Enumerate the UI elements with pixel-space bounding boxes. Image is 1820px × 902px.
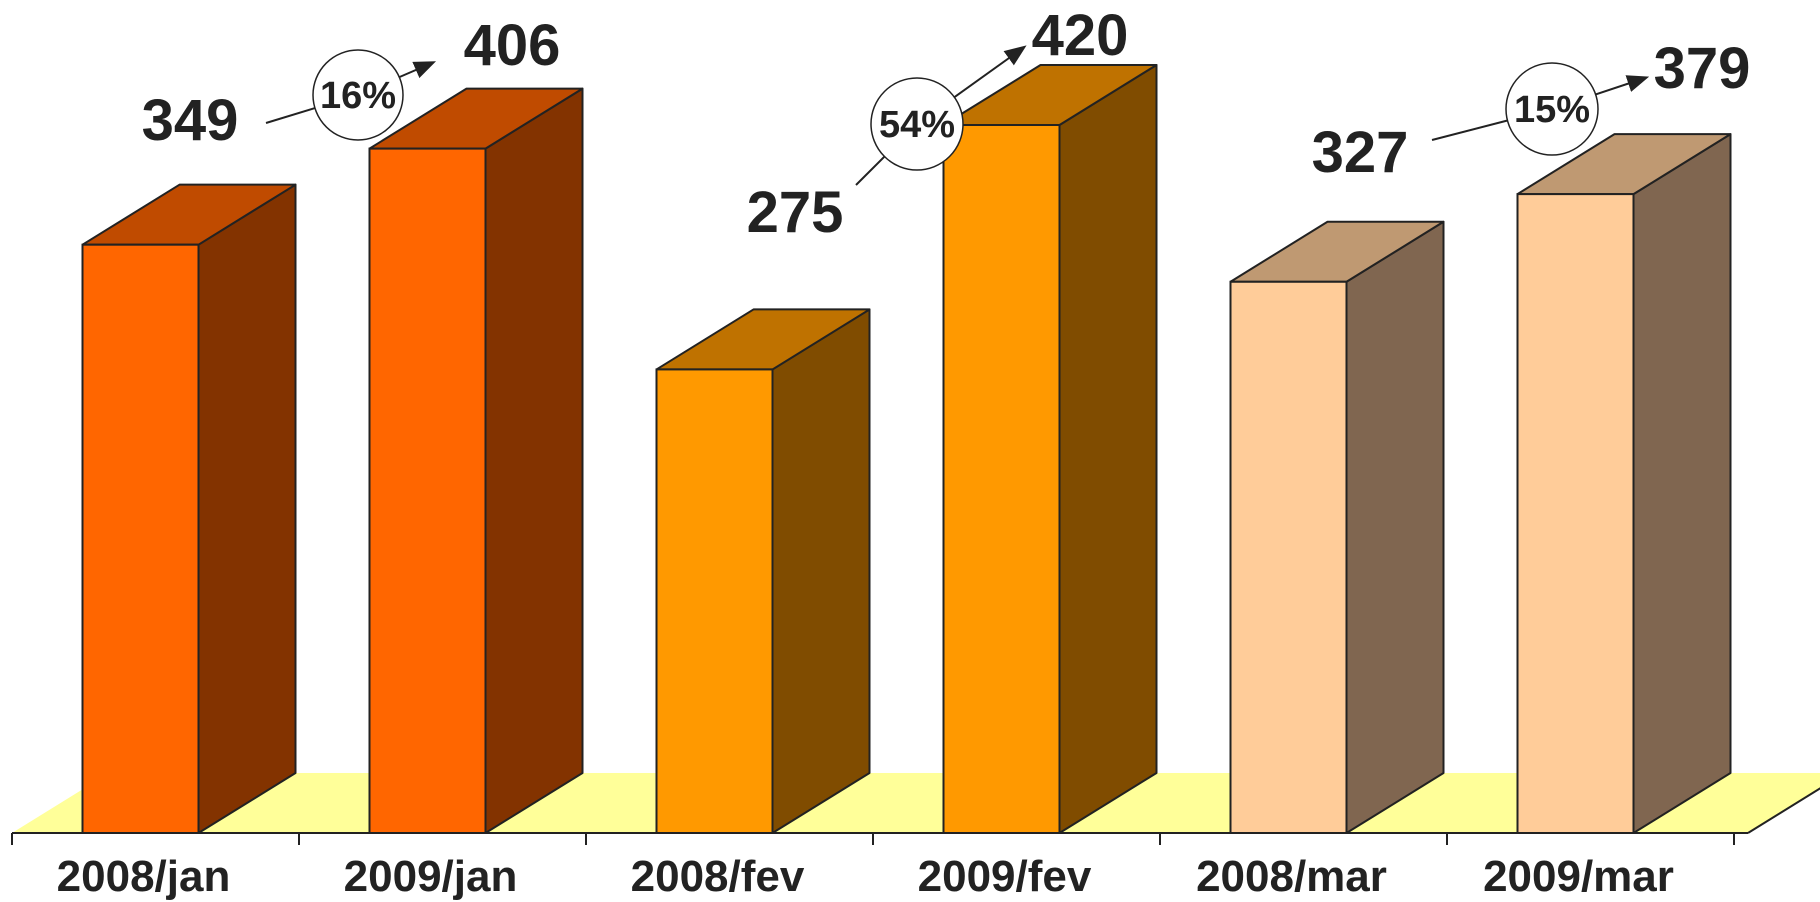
comparison-arrow-head [398,61,437,79]
bar-front-face [655,368,774,834]
comparison-arrow-tail [1431,119,1508,141]
comparison-circle [870,77,964,171]
comparison-arrow-head [1595,75,1650,96]
x-axis [11,787,1820,845]
data-label: 349 [142,88,239,153]
comparison-54%: 54% [855,45,1027,186]
bar-2008/mar [1229,220,1445,834]
bar-side-face [197,183,297,834]
data-label: 420 [1032,3,1129,68]
comparison-arrow-tail [265,107,316,124]
comparison-circle [312,49,404,141]
data-label: 379 [1654,36,1751,101]
bar-side-face [1345,220,1445,834]
bar-front-face [81,243,200,834]
comparison-percent-label: 54% [879,104,955,146]
x-tick-label: 2008/jan [57,852,231,901]
x-tick-label: 2009/jan [344,852,518,901]
data-label: 275 [747,180,844,245]
bar-front-face [1516,193,1635,835]
comparison-16%: 16% [265,49,437,141]
bar-side-face [484,87,584,834]
bar-2008/fev [655,308,871,834]
bars-layer [81,64,1732,835]
bar-front-face [942,124,1061,834]
comparison-percent-label: 16% [320,75,396,117]
data-label: 406 [464,13,561,78]
bar-side-face [1632,133,1732,834]
data-label: 327 [1312,120,1409,185]
comparison-arrow-head [953,45,1027,99]
x-tick-label: 2009/fev [918,852,1092,901]
bar-2008/jan [81,183,297,834]
comparison-arrow-tail [855,155,886,186]
x-axis-depth-line [1747,787,1820,834]
x-tick-label: 2008/fev [631,852,805,901]
comparison-15%: 15% [1431,62,1650,156]
bar-2009/jan [368,87,584,835]
bar-2009/mar [1516,133,1732,835]
bar-front-face [368,147,487,835]
x-tick-label: 2008/mar [1196,852,1387,901]
labels-layer: 2008/jan 2009/jan 2008/fev 2009/fev 2008/mar… [57,3,1751,901]
bar-2009/fev [942,64,1158,834]
comparison-circle [1505,62,1599,156]
bar-side-face [771,308,871,834]
x-tick-label: 2009/mar [1483,852,1674,901]
bar-side-face [1058,64,1158,834]
comparison-percent-label: 15% [1514,89,1590,131]
bar-front-face [1229,280,1348,834]
